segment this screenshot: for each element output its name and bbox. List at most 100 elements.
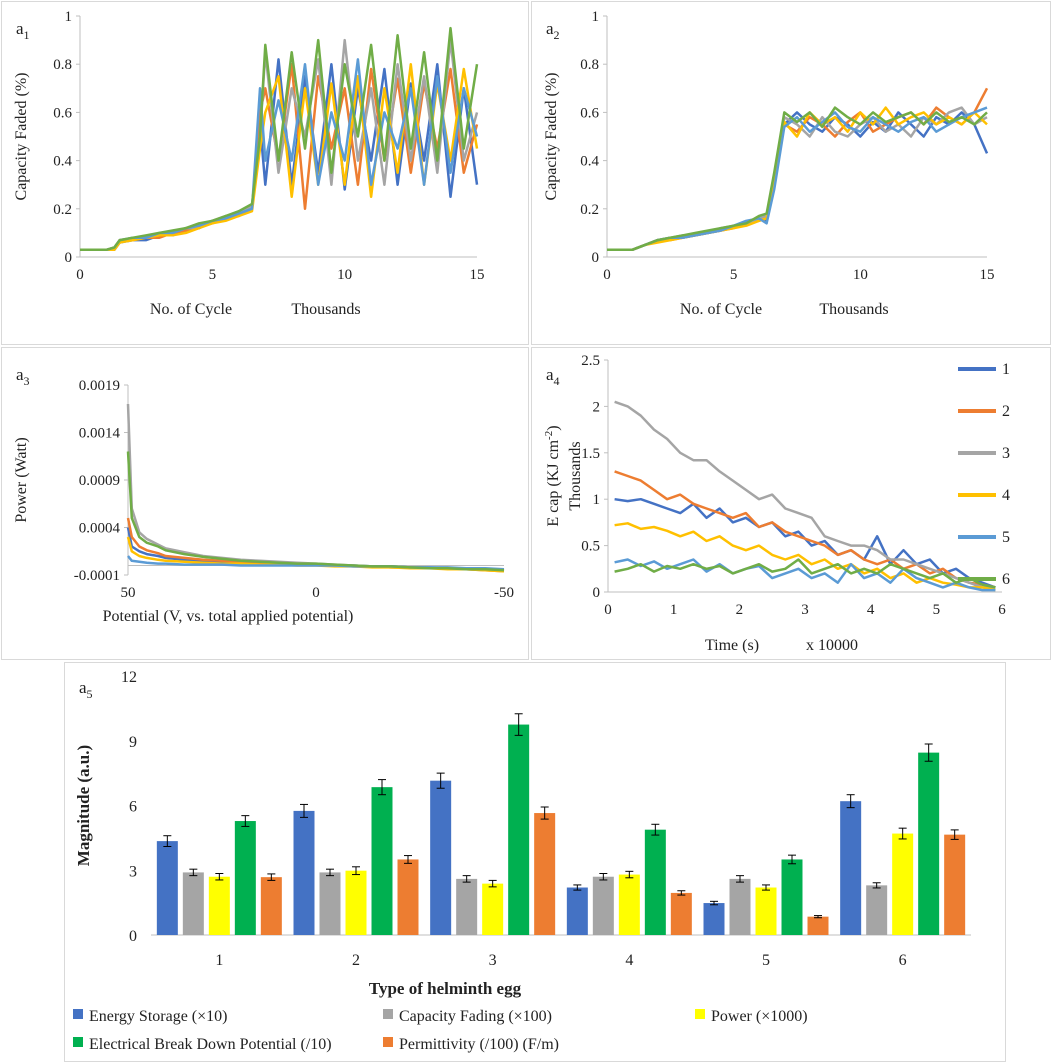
bar-0-6 — [840, 801, 862, 935]
bar-2-6 — [892, 833, 914, 935]
legend-swatch — [383, 1037, 393, 1047]
series-line-4 — [607, 106, 988, 252]
x-tick-label: 5 — [933, 602, 941, 618]
series-line-3 — [126, 403, 505, 572]
y-tick-label: 9 — [129, 734, 137, 751]
bar-1-5 — [729, 878, 751, 935]
x-tick-label: 0 — [603, 267, 611, 283]
legend-label-1: 1 — [1002, 361, 1010, 378]
legend-swatch — [73, 1009, 83, 1019]
legend-label: Energy Storage (×10) — [89, 1008, 227, 1025]
bar-3-1 — [234, 821, 256, 935]
legend-label-6: 6 — [1002, 571, 1010, 588]
x-tick-label: 0 — [76, 267, 84, 283]
y-tick-label: 0.2 — [580, 202, 599, 218]
bar-1-4 — [592, 876, 614, 935]
y-tick-label: 1 — [65, 9, 73, 25]
legend-swatch — [695, 1009, 705, 1019]
y-tick-label: 0 — [593, 585, 601, 601]
bar-4-2 — [397, 859, 419, 935]
panel-a2: 0 0.2 0.4 0.6 0.8 1 0 5 10 15 a2 Capacity Faded (%)… — [531, 1, 1051, 345]
x-tick-label: 5 — [209, 267, 217, 283]
y-tick-label: 0.8 — [53, 57, 72, 73]
x-tick-label: 2 — [736, 602, 744, 618]
y-tick-label: 0 — [592, 250, 600, 266]
x-axis-title: No. of Cycle — [680, 301, 762, 318]
bar-0-4 — [566, 887, 588, 935]
legend-label-5: 5 — [1002, 529, 1010, 546]
y-tick-label: 1.5 — [581, 446, 600, 462]
bar-3-6 — [918, 752, 940, 935]
bar-2-5 — [755, 887, 777, 935]
category-label: 4 — [625, 952, 633, 969]
legend-swatch — [73, 1037, 83, 1047]
bar-3-5 — [781, 859, 803, 935]
bar-3-4 — [644, 829, 666, 935]
y-tick-label: 0.4 — [53, 154, 72, 170]
series-line-3 — [614, 400, 996, 589]
series-line-6 — [607, 106, 988, 252]
y-tick-label: 0.0004 — [79, 521, 121, 537]
bar-0-2 — [293, 810, 315, 935]
category-label: 3 — [489, 952, 497, 969]
x-axis-title: Type of helminth egg — [369, 979, 522, 998]
legend-label-4: 4 — [1002, 487, 1010, 504]
bar-4-4 — [670, 892, 692, 935]
legend-label: Power (×1000) — [711, 1008, 808, 1025]
y-axis-title: Power (Watt) — [13, 437, 30, 522]
y-tick-label: 2 — [593, 399, 601, 415]
category-label: 6 — [899, 952, 907, 969]
bar-2-1 — [208, 876, 230, 935]
y-tick-label: 0.2 — [53, 202, 72, 218]
bar-3-3 — [508, 724, 530, 935]
x-tick-label: -50 — [494, 585, 514, 601]
x-axis-title: Potential (V, vs. total applied potentia… — [103, 608, 354, 625]
x-tick-label: 5 — [730, 267, 738, 283]
y-tick-label: 0.4 — [580, 154, 599, 170]
bar-4-5 — [807, 916, 829, 935]
series-line-6 — [80, 26, 479, 252]
x-tick-label: 4 — [867, 602, 875, 618]
y-tick-label: 0.5 — [581, 539, 600, 555]
category-label: 1 — [215, 952, 223, 969]
panel-label: a1 — [16, 19, 30, 42]
series-line-5 — [614, 558, 996, 592]
y-tick-label: 1 — [593, 492, 601, 508]
series-line-2 — [614, 470, 996, 589]
x-tick-label: 50 — [121, 585, 136, 601]
x-tick-label: 15 — [470, 267, 485, 283]
y-tick-label: 0.8 — [580, 57, 599, 73]
x-unit-label: Thousands — [819, 301, 888, 318]
y-tick-label: 3 — [129, 863, 137, 880]
y-axis-title: Capacity Faded (%) — [13, 73, 30, 201]
legend-label: Capacity Fading (×100) — [399, 1008, 552, 1025]
legend-label-2: 2 — [1002, 403, 1010, 420]
y-tick-label: 12 — [121, 669, 137, 686]
y-axis-title: Magnitude (a.u.) — [74, 745, 93, 866]
x-tick-label: 3 — [801, 602, 809, 618]
legend-swatch — [383, 1009, 393, 1019]
bar-3-2 — [371, 787, 393, 935]
bar-4-1 — [260, 877, 282, 935]
x-tick-label: 10 — [337, 267, 352, 283]
y-tick-label: 0 — [65, 250, 73, 266]
panel-label: a3 — [16, 365, 30, 388]
y-tick-label: 0.0019 — [79, 378, 120, 394]
bar-0-3 — [430, 780, 452, 935]
category-label: 2 — [352, 952, 360, 969]
bar-4-6 — [944, 834, 966, 935]
panel-label: a5 — [79, 678, 93, 701]
panel-a4: 0 0.5 1 1.5 2 2.5 0 1 2 3 4 5 6 a4 Time (s) x 10000 E ca… — [531, 347, 1051, 660]
x-tick-label: 0 — [312, 585, 320, 601]
bar-2-2 — [345, 870, 367, 935]
y-axis-title: Capacity Faded (%) — [543, 73, 560, 201]
panel-label: a2 — [546, 19, 560, 42]
series-line-4 — [614, 522, 996, 592]
panel-label: a4 — [546, 365, 560, 388]
bar-4-3 — [534, 813, 556, 935]
y-axis-title: E cap (KJ cm-2) — [543, 425, 562, 526]
x-tick-label: 1 — [670, 602, 678, 618]
bar-1-2 — [319, 872, 341, 935]
